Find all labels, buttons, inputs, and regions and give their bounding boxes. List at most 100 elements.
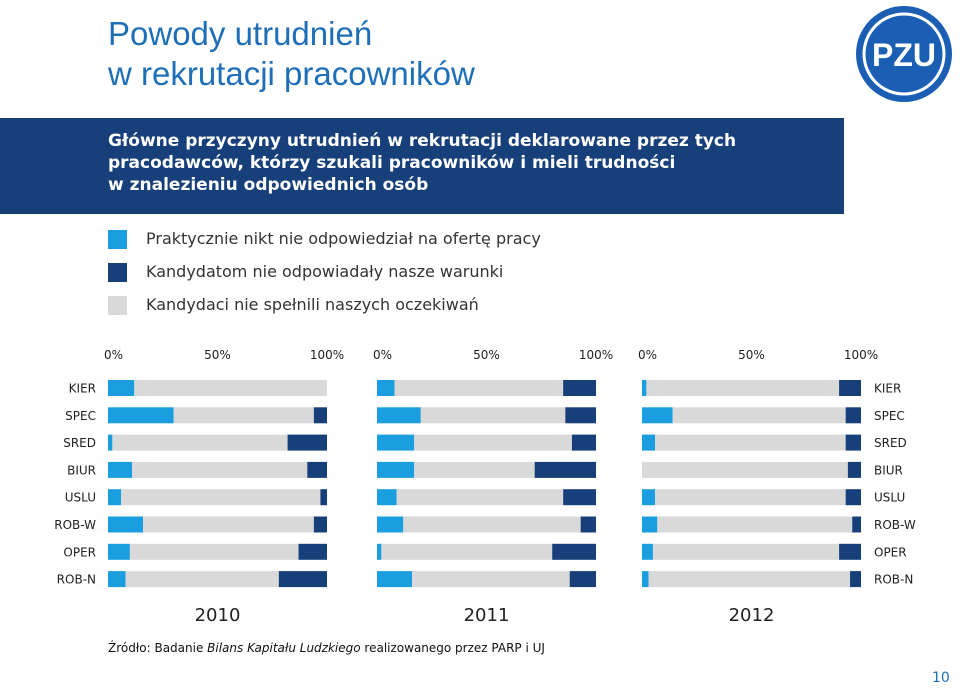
source-note: Źródło: Badanie Bilans Kapitału Ludzkieg… [108, 641, 545, 655]
logo-inner-ring [862, 12, 946, 96]
source-study-name: Bilans Kapitału Ludzkiego [207, 641, 361, 655]
bar-2012-rob-w-nikt [642, 516, 658, 533]
subtitle-line-3: w znalezieniu odpowiednich osób [108, 175, 429, 195]
bar-2010-rob-n-nikt [108, 571, 126, 588]
logo-blue-disc [856, 6, 952, 102]
bar-2010-oper-nikt [108, 543, 130, 560]
bar-2010-spec-warunki [313, 407, 327, 424]
category-label-left-biur: BIUR [67, 463, 96, 477]
bar-2011-spec-oczekiwania [420, 407, 566, 424]
bar-2011-oper-warunki [552, 543, 596, 560]
bar-2011-uslu-oczekiwania [396, 489, 564, 506]
stacked-bar-chart: KIER KIER SPEC SPEC SRED SRED BIUR BIUR USLU USLU… [54, 348, 916, 626]
tick-label-2011-50: 50% [473, 348, 500, 362]
bar-2012-rob-w-warunki [852, 516, 861, 533]
bar-2010-biur-oczekiwania [132, 461, 308, 478]
bar-2010-sred-warunki [287, 434, 327, 451]
subtitle-text: Główne przyczyny utrudnień w rekrutacji … [108, 130, 828, 196]
bar-2012-rob-w-oczekiwania [657, 516, 853, 533]
tick-label-2012-50: 50% [738, 348, 765, 362]
category-label-right-spec: SPEC [874, 409, 905, 423]
bar-2012-rob-n-nikt [642, 571, 649, 588]
tick-label-2010-50: 50% [204, 348, 231, 362]
category-label-left-sred: SRED [63, 436, 96, 450]
category-label-right-rob-n: ROB-N [874, 573, 913, 587]
bar-2011-rob-w-oczekiwania [403, 516, 581, 533]
bar-2010-spec-oczekiwania [173, 407, 314, 424]
bar-2010-sred-oczekiwania [112, 434, 288, 451]
page-number: 10 [932, 670, 950, 686]
bar-2010-sred-nikt [108, 434, 113, 451]
tick-label-2010-0: 0% [104, 348, 123, 362]
bar-2010-uslu-nikt [108, 489, 122, 506]
bar-2011-oper-nikt [377, 543, 382, 560]
tick-label-2010-100: 100% [310, 348, 344, 362]
legend-label-warunki: Kandydatom nie odpowiadały nasze warunki [146, 262, 504, 281]
bar-2011-kier-oczekiwania [394, 380, 564, 396]
bar-2011-biur-nikt [377, 461, 415, 478]
page-title-line-2: w rekrutacji pracowników [108, 55, 475, 92]
bar-2012-spec-nikt [642, 407, 673, 424]
bar-2011-rob-w-nikt [377, 516, 404, 533]
bar-2010-rob-n-warunki [278, 571, 327, 588]
bar-2011-sred-warunki [571, 434, 596, 451]
category-label-right-sred: SRED [874, 436, 907, 450]
bar-2011-rob-w-warunki [580, 516, 596, 533]
bar-2010-kier-oczekiwania [134, 380, 327, 396]
bar-2010-spec-nikt [108, 407, 174, 424]
bar-2011-rob-n-oczekiwania [412, 571, 570, 588]
tick-label-2011-0: 0% [373, 348, 392, 362]
category-label-right-biur: BIUR [874, 463, 903, 477]
bar-2011-kier-warunki [563, 380, 596, 396]
bar-2010-oper-warunki [298, 543, 327, 560]
bar-2012-kier-warunki [839, 380, 861, 396]
subtitle-line-2: pracodawców, którzy szukali pracowników … [108, 153, 676, 173]
legend-swatch-nikt [108, 230, 127, 249]
pzu-logo: PZU [852, 2, 956, 106]
bar-2012-spec-warunki [845, 407, 861, 424]
bar-2012-biur-warunki [847, 461, 861, 478]
category-label-right-kier: KIER [874, 382, 901, 396]
bar-2010-rob-w-nikt [108, 516, 144, 533]
bar-2011-spec-nikt [377, 407, 421, 424]
source-suffix: realizowanego przez PARP i UJ [360, 641, 545, 655]
legend-swatch-warunki [108, 263, 127, 282]
panel-title-2010: 2010 [195, 605, 241, 626]
category-label-left-spec: SPEC [65, 409, 96, 423]
category-label-left-kier: KIER [69, 382, 96, 396]
bar-2011-sred-oczekiwania [414, 434, 572, 451]
bar-2010-biur-nikt [108, 461, 133, 478]
bar-2011-sred-nikt [377, 434, 415, 451]
category-label-left-oper: OPER [63, 545, 96, 559]
bar-2012-uslu-oczekiwania [655, 489, 846, 506]
bar-2010-kier-nikt [108, 380, 135, 396]
bar-2010-oper-oczekiwania [129, 543, 299, 560]
category-label-right-rob-w: ROB-W [874, 518, 916, 532]
bar-2012-kier-nikt [642, 380, 647, 396]
category-label-left-rob-n: ROB-N [57, 573, 96, 587]
bar-2012-kier-oczekiwania [646, 380, 840, 396]
bar-2010-biur-warunki [307, 461, 327, 478]
bar-2012-sred-oczekiwania [655, 434, 846, 451]
bar-2012-uslu-nikt [642, 489, 656, 506]
subtitle-line-1: Główne przyczyny utrudnień w rekrutacji … [108, 131, 737, 151]
bar-2012-uslu-warunki [845, 489, 861, 506]
tick-label-2012-0: 0% [638, 348, 657, 362]
bar-2011-uslu-warunki [563, 489, 596, 506]
category-label-right-uslu: USLU [874, 491, 905, 505]
bar-2012-spec-oczekiwania [672, 407, 846, 424]
logo-text: PZU [872, 37, 936, 73]
bar-2010-uslu-warunki [320, 489, 327, 506]
category-label-right-oper: OPER [874, 545, 907, 559]
category-label-left-uslu: USLU [65, 491, 96, 505]
bar-2012-rob-n-oczekiwania [648, 571, 851, 588]
bar-2012-oper-nikt [642, 543, 653, 560]
bar-2012-oper-warunki [839, 543, 861, 560]
panel-title-2012: 2012 [729, 605, 775, 626]
bar-2011-oper-oczekiwania [381, 543, 553, 560]
page-title: Powody utrudnień w rekrutacji pracownikó… [108, 14, 475, 94]
legend-swatch-oczekiwania [108, 296, 127, 315]
bar-2010-uslu-oczekiwania [121, 489, 321, 506]
bar-2012-sred-warunki [845, 434, 861, 451]
bar-2011-uslu-nikt [377, 489, 397, 506]
